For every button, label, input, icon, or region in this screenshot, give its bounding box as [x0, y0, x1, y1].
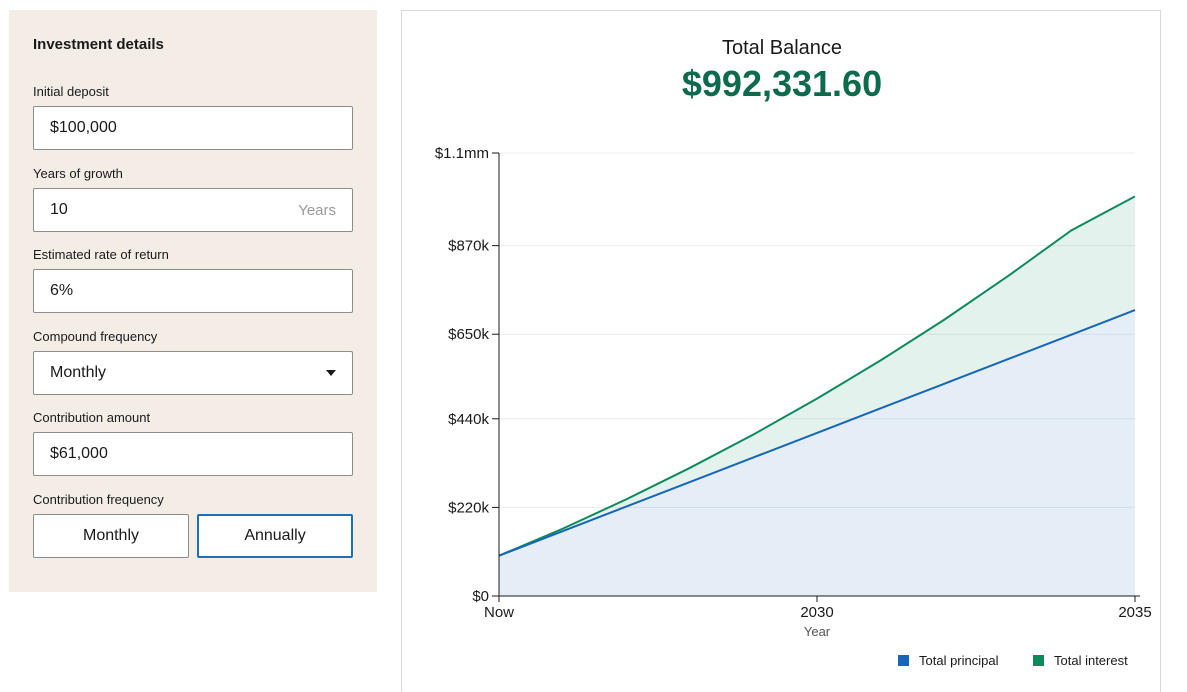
total-interest-line	[498, 195, 1136, 557]
initial-deposit-value: $100,000	[50, 119, 117, 136]
contribution-frequency-label: Contribution frequency	[33, 492, 164, 507]
legend-interest-swatch	[1033, 655, 1044, 666]
panel-title: Investment details	[33, 36, 164, 53]
x-tick-label: 2030	[800, 604, 833, 621]
y-tick-label: $650k	[448, 326, 489, 343]
total-principal-line	[498, 309, 1136, 557]
y-tick-label: $1.1mm	[435, 145, 489, 162]
legend-interest: Total interest	[1033, 653, 1128, 668]
investment-details-panel: Investment details Initial deposit $100,…	[9, 10, 377, 592]
contribution-amount-label: Contribution amount	[33, 410, 151, 425]
y-tick-label: $220k	[448, 499, 489, 516]
compound-frequency-label: Compound frequency	[33, 329, 158, 344]
total-balance-label: Total Balance	[721, 37, 843, 59]
legend-principal-label: Total principal	[919, 653, 999, 668]
y-tick-label: $0	[472, 588, 489, 605]
legend-interest-label: Total interest	[1054, 653, 1128, 668]
years-of-growth-label: Years of growth	[33, 166, 123, 181]
x-axis-title: Year	[804, 624, 831, 639]
chevron-down-icon	[326, 370, 336, 376]
x-tick-label: 2035	[1118, 604, 1151, 621]
total-balance-value: $992,331.60	[681, 63, 883, 104]
rate-of-return-label: Estimated rate of return	[33, 247, 169, 262]
y-tick-label: $870k	[448, 238, 489, 255]
initial-deposit-label: Initial deposit	[33, 84, 109, 99]
rate-of-return-value: 6%	[50, 282, 74, 299]
interest-area	[499, 196, 1135, 556]
compound-frequency-select[interactable]: Monthly	[33, 351, 353, 395]
contribution-frequency-monthly-button[interactable]: Monthly	[33, 514, 189, 558]
years-of-growth-input[interactable]: 10 Years	[33, 188, 353, 232]
balance-area-chart: $0 $220k $440k $650k $870k $1.1mm Now 2030 2035 Y…	[435, 145, 1152, 639]
years-of-growth-value: 10	[50, 201, 68, 218]
chart-card: Total Balance $992,331.60 $0 $220k $440k $6…	[401, 10, 1161, 692]
x-tick-label: Now	[484, 604, 514, 621]
compound-frequency-value: Monthly	[50, 364, 107, 381]
legend-principal-swatch	[898, 655, 909, 666]
years-suffix: Years	[298, 201, 336, 219]
principal-area	[499, 310, 1135, 596]
y-tick-label: $440k	[448, 411, 489, 428]
initial-deposit-input[interactable]: $100,000	[33, 106, 353, 150]
legend-principal: Total principal	[898, 653, 999, 668]
contribution-amount-value: $61,000	[50, 445, 108, 462]
contribution-frequency-annually-button[interactable]: Annually	[197, 514, 353, 558]
rate-of-return-input[interactable]: 6%	[33, 269, 353, 313]
contribution-amount-input[interactable]: $61,000	[33, 432, 353, 476]
